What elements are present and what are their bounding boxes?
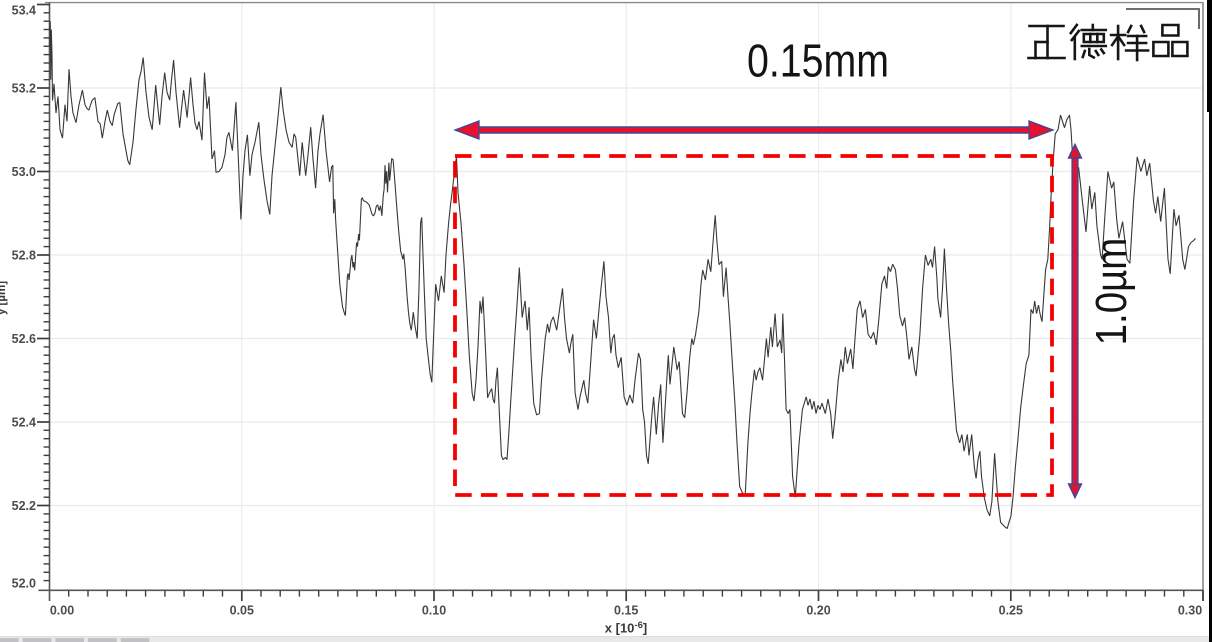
- svg-text:0.20: 0.20: [806, 604, 830, 618]
- svg-text:0.05: 0.05: [230, 604, 254, 618]
- svg-text:52.6: 52.6: [12, 332, 36, 346]
- svg-text:52.2: 52.2: [12, 499, 36, 513]
- svg-text:0.30: 0.30: [1178, 604, 1202, 618]
- svg-text:52.8: 52.8: [12, 248, 36, 262]
- svg-text:53.2: 53.2: [12, 81, 36, 95]
- svg-text:53.4: 53.4: [12, 3, 36, 17]
- svg-text:0.25: 0.25: [999, 604, 1023, 618]
- svg-text:52.0: 52.0: [12, 576, 36, 590]
- svg-text:y [µm]: y [µm]: [0, 281, 8, 315]
- svg-text:53.0: 53.0: [12, 165, 36, 179]
- svg-text:0.10: 0.10: [422, 604, 446, 618]
- svg-text:x [10-6]: x [10-6]: [605, 620, 647, 636]
- svg-text:52.4: 52.4: [12, 415, 36, 429]
- svg-text:0.15mm: 0.15mm: [747, 36, 889, 88]
- svg-text:0.00: 0.00: [50, 604, 74, 618]
- svg-text:1.0µm: 1.0µm: [1087, 238, 1136, 346]
- svg-text:0.15: 0.15: [614, 604, 638, 618]
